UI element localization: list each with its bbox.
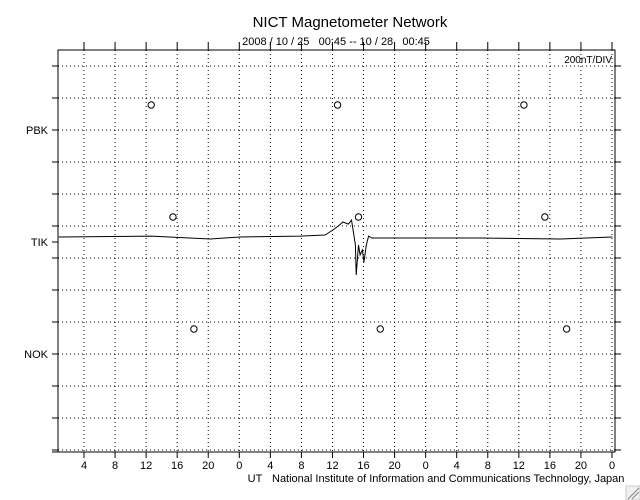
noon-marker-icon — [376, 325, 384, 333]
noon-marker-icon — [169, 213, 177, 221]
x-tick-label: 20 — [388, 460, 400, 472]
x-tick-label: 8 — [112, 460, 118, 472]
x-tick-label: 4 — [267, 460, 273, 472]
noon-marker-icon — [520, 101, 528, 109]
x-tick-label: 4 — [454, 460, 460, 472]
scale-label: 200nT/DIV — [564, 55, 612, 66]
x-tick-label: 20 — [202, 460, 214, 472]
x-tick-label: 0 — [236, 460, 242, 472]
x-tick-label: 8 — [298, 460, 304, 472]
station-label-nok: NOK — [24, 349, 49, 361]
footer-credit: National Institute of Information and Co… — [272, 473, 624, 485]
resize-grip[interactable] — [625, 485, 640, 500]
chart-subtitle: 2008 / 10 / 25 00:45 -- 10 / 28 00:45 — [242, 36, 430, 48]
x-tick-label: 8 — [485, 460, 491, 472]
noon-marker-icon — [190, 325, 198, 333]
x-tick-label: 16 — [357, 460, 369, 472]
station-label-pbk: PBK — [26, 125, 49, 137]
x-tick-label: 20 — [575, 460, 587, 472]
trace-tik — [58, 218, 613, 276]
x-tick-label: 12 — [326, 460, 338, 472]
grid — [52, 42, 621, 458]
station-label-tik: TIK — [31, 237, 49, 249]
x-tick-label: 4 — [81, 460, 87, 472]
x-tick-label: 16 — [171, 460, 183, 472]
noon-marker-icon — [562, 325, 571, 333]
x-axis-label: UT — [248, 473, 263, 485]
x-tick-label: 0 — [609, 460, 615, 472]
noon-marker-icon — [147, 101, 155, 109]
chart-title: NICT Magnetometer Network — [253, 14, 448, 31]
x-tick-label: 12 — [140, 460, 152, 472]
x-tick-label: 16 — [544, 460, 556, 472]
noon-marker-icon — [333, 101, 342, 109]
noon-marker-icon — [541, 213, 549, 221]
plot-frame — [57, 49, 616, 453]
x-tick-label: 12 — [513, 460, 525, 472]
noon-marker-icon — [354, 213, 363, 221]
x-tick-label: 0 — [423, 460, 429, 472]
